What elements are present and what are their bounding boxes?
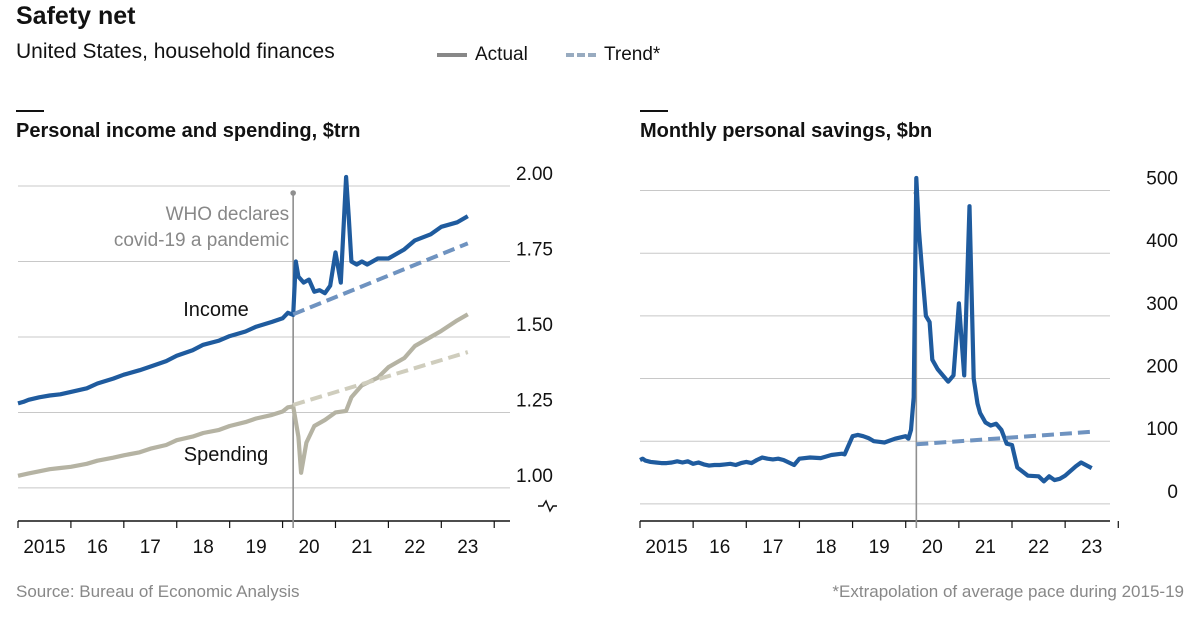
- x-tick-label: 22: [404, 537, 425, 558]
- x-tick-label: 21: [351, 537, 372, 558]
- y-tick-label: 200: [1146, 357, 1178, 378]
- y-tick-label: 2.00: [516, 164, 553, 185]
- chart-title: Safety net: [16, 2, 136, 30]
- x-tick-label: 21: [975, 537, 996, 558]
- y-tick-label: 400: [1146, 231, 1178, 252]
- axis-break-icon: [538, 499, 557, 513]
- x-tick-label: 17: [140, 537, 161, 558]
- x-tick-label: 19: [246, 537, 267, 558]
- x-tick-label: 19: [869, 537, 890, 558]
- y-tick-label: 1.00: [516, 466, 553, 487]
- series-label-income: Income: [183, 299, 249, 321]
- x-tick-label: 22: [1028, 537, 1049, 558]
- y-tick-label: 1.50: [516, 315, 553, 336]
- annotation-who-pandemic: covid-19 a pandemic: [114, 230, 289, 251]
- y-tick-label: 1.25: [516, 390, 553, 411]
- legend-item-actual: Actual: [437, 44, 528, 66]
- series-line-income: [17, 174, 469, 406]
- x-tick-label: 16: [87, 537, 108, 558]
- legend-dashed-line-icon: [566, 53, 596, 57]
- x-tick-label: 20: [922, 537, 943, 558]
- panel-title-income-spending: Personal income and spending, $trn: [16, 120, 361, 142]
- series-line-savings: [639, 175, 1093, 484]
- source-note: Source: Bureau of Economic Analysis: [16, 582, 300, 601]
- series-line-spending: [17, 312, 469, 478]
- y-tick-label: 500: [1146, 169, 1178, 190]
- legend-solid-line-icon: [437, 53, 467, 57]
- x-tick-label: 2015: [645, 537, 687, 558]
- x-tick-label: 18: [815, 537, 836, 558]
- y-tick-label: 0: [1167, 482, 1178, 503]
- x-tick-label: 16: [709, 537, 730, 558]
- x-tick-label: 23: [457, 537, 478, 558]
- x-tick-label: 20: [298, 537, 319, 558]
- y-tick-label: 1.75: [516, 240, 553, 261]
- footnote: *Extrapolation of average pace during 20…: [832, 582, 1184, 601]
- legend-label-actual: Actual: [475, 44, 528, 65]
- panel-title-savings: Monthly personal savings, $bn: [640, 120, 933, 142]
- y-tick-label: 300: [1146, 294, 1178, 315]
- panel-rule-left: [16, 110, 44, 112]
- chart-subtitle: United States, household finances: [16, 40, 335, 63]
- legend-item-trend: Trend*: [566, 44, 660, 66]
- x-tick-label: 2015: [23, 537, 65, 558]
- x-tick-label: 23: [1081, 537, 1102, 558]
- x-tick-label: 17: [762, 537, 783, 558]
- legend-label-trend: Trend*: [604, 44, 661, 65]
- y-tick-label: 100: [1146, 419, 1178, 440]
- annotation-who-pandemic: WHO declares: [166, 204, 290, 225]
- series-line-income-trend: [292, 241, 469, 317]
- series-line-savings-trend: [916, 429, 1092, 447]
- x-tick-label: 18: [193, 537, 214, 558]
- series-line-spending-trend: [292, 350, 469, 407]
- series-label-spending: Spending: [184, 444, 269, 466]
- pandemic-marker-dot: [290, 190, 296, 196]
- panel-rule-right: [640, 110, 668, 112]
